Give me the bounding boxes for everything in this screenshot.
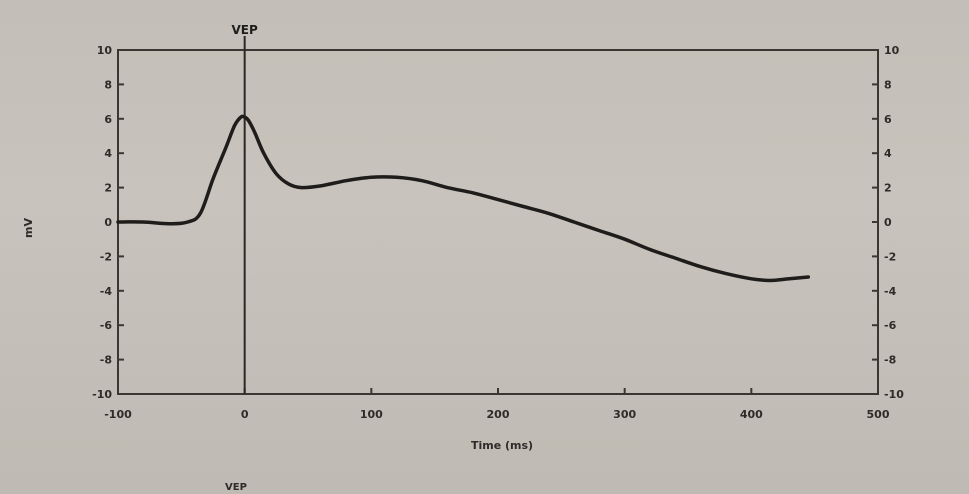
y-tick-label-right: 8 [884, 78, 892, 91]
series-point [212, 178, 215, 181]
series-point [167, 222, 170, 225]
series-point [699, 265, 702, 268]
series-point [243, 116, 246, 119]
series-point [275, 172, 278, 175]
series-point [186, 221, 189, 224]
series-point [345, 179, 348, 182]
series-points [117, 116, 810, 282]
y-tick-label: 2 [104, 182, 112, 195]
y-tick-label-right: -6 [884, 319, 897, 332]
series-point [262, 152, 265, 155]
series-point [649, 248, 652, 251]
x-tick-label: 300 [613, 408, 636, 421]
y-tick-label-right: -10 [884, 388, 904, 401]
series-point [788, 277, 791, 280]
x-tick-label: 200 [487, 408, 510, 421]
x-tick-label: 400 [740, 408, 763, 421]
series-point [471, 191, 474, 194]
series-point [288, 183, 291, 186]
plot-frame [117, 49, 879, 395]
series-point [623, 238, 626, 241]
series-point [300, 186, 303, 189]
series-point [253, 131, 256, 134]
y-tick-label: -6 [100, 319, 113, 332]
series-point [446, 186, 449, 189]
series-point [769, 279, 772, 282]
series-point [421, 179, 424, 182]
y-tick-label: -2 [100, 250, 112, 263]
series-point [199, 212, 202, 215]
series-point [117, 221, 120, 224]
series-point [725, 272, 728, 275]
y-tick-label-right: 2 [884, 182, 892, 195]
x-tick-label: -100 [104, 408, 132, 421]
series-point [573, 221, 576, 224]
y-tick-label-right: 10 [884, 44, 900, 57]
x-tick-label: 0 [241, 408, 249, 421]
series-point [395, 176, 398, 179]
y-axis-right: 10 8 6 4 2 0 -2 -4 -6 -8 -10 [872, 44, 904, 401]
series-point [224, 147, 227, 150]
series-point [370, 176, 373, 179]
series-line [116, 114, 811, 283]
y-tick-label-right: 4 [884, 147, 892, 160]
y-tick-label: 6 [104, 113, 112, 126]
x-axis-title: Time (ms) [471, 439, 533, 452]
series-point [807, 276, 810, 279]
y-tick-label: -10 [92, 388, 112, 401]
y-axis-title: mV [22, 218, 35, 238]
y-tick-label-right: -8 [884, 354, 896, 367]
y-tick-label-right: 6 [884, 113, 892, 126]
y-tick-label: 10 [97, 44, 113, 57]
y-tick-label-right: -4 [884, 285, 897, 298]
y-tick-label: 4 [104, 147, 112, 160]
series-point [674, 257, 677, 260]
y-tick-label-right: 0 [884, 216, 892, 229]
x-tick-label: 100 [360, 408, 383, 421]
series-point [547, 212, 550, 215]
x-axis: -100 0 100 200 300 400 500 [104, 388, 890, 421]
y-tick-label: 8 [104, 78, 112, 91]
y-tick-label: -8 [100, 354, 112, 367]
y-tick-label: 0 [104, 216, 112, 229]
series-point [142, 221, 145, 224]
series-point [239, 116, 242, 119]
x-tick-label: 500 [867, 408, 890, 421]
series-point [750, 277, 753, 280]
y-axis-left: 10 8 6 4 2 0 -2 -4 -6 -8 -10 [92, 44, 124, 401]
y-tick-label-right: -2 [884, 250, 896, 263]
series-point [319, 184, 322, 187]
y-tick-label: -4 [100, 285, 113, 298]
series-point [598, 229, 601, 232]
series-point [522, 205, 525, 208]
series-point [497, 198, 500, 201]
stimulus-marker-label: VEP [232, 23, 258, 37]
series-point [233, 124, 236, 127]
footer-label: VEP [225, 482, 247, 493]
series-point [247, 119, 250, 122]
